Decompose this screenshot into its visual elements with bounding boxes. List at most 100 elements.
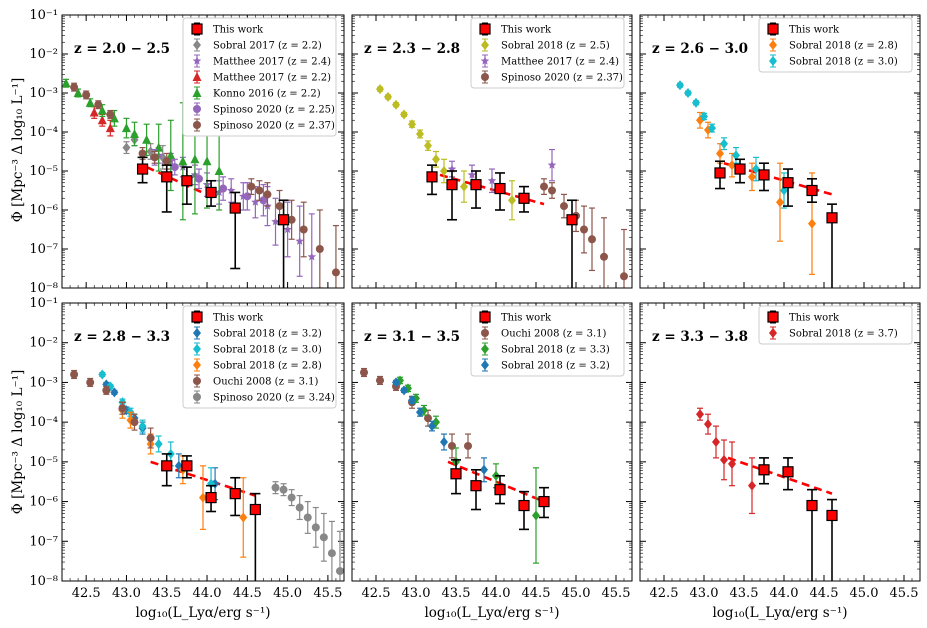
data-point: [684, 88, 692, 98]
legend-marker: [193, 377, 201, 385]
legend-marker: [769, 40, 777, 50]
legend-box: [758, 305, 913, 345]
data-point: [85, 97, 95, 107]
legend-marker: [769, 56, 777, 66]
legend-label: Sobral 2018 (z = 3.7): [789, 329, 898, 340]
x-tick-label: 44.0: [482, 586, 511, 601]
data-point: [447, 164, 457, 173]
series-this-work: [758, 457, 838, 581]
data-point: [758, 169, 770, 181]
data-point: [219, 184, 228, 193]
data-point: [580, 225, 588, 234]
data-point: [239, 191, 248, 200]
data-point: [464, 441, 472, 450]
panel-frame: [351, 302, 633, 582]
series-this-work: [426, 164, 578, 288]
data-point: [331, 268, 340, 277]
y-tick-label: 10⁻⁴: [29, 415, 58, 430]
data-layer: [70, 369, 344, 581]
panel-title: z = 3.3 − 3.8: [652, 329, 748, 345]
data-point: [138, 421, 147, 432]
data-point: [806, 499, 818, 512]
data-point: [82, 90, 91, 99]
panel-6: 42.5 43.0 43.5 44.0 44.5 45.0 45.5 z = 3.3 − 3.…: [639, 302, 921, 621]
data-point: [448, 441, 456, 450]
data-point: [335, 567, 344, 576]
panel-3: z = 2.6 − 3.0 This work Sobral 2018 (z = 2…: [639, 14, 921, 289]
series-sobral-2018-z-3-2-: [392, 377, 488, 483]
legend-marker: [192, 88, 202, 97]
legend-marker: [193, 393, 201, 401]
data-point: [416, 407, 424, 418]
y-tick-label: 10⁻⁷: [29, 534, 58, 549]
legend: This work Sobral 2017 (z = 2.2) Matthee 20…: [182, 17, 337, 137]
data-point: [259, 196, 268, 205]
data-point: [118, 404, 127, 413]
fit-line: [146, 165, 216, 200]
data-point: [748, 171, 756, 182]
data-point: [190, 154, 200, 164]
data-point: [98, 369, 107, 380]
legend-label: Matthee 2017 (z = 2.4): [501, 57, 619, 68]
legend-marker: [769, 328, 777, 338]
data-point: [806, 184, 818, 197]
panel-1: 10⁻⁸ 10⁻⁷ 10⁻⁶ 10⁻⁵ 10⁻⁴ 10⁻³ 10⁻² 10⁻¹ z = 2.0 …: [29, 8, 345, 296]
data-point: [263, 190, 272, 199]
panel-title: z = 2.0 − 2.5: [74, 41, 170, 57]
x-tick-label: 42.5: [650, 586, 679, 601]
data-point: [600, 252, 608, 261]
series-sobral-2018-z-2-8-: [118, 401, 248, 558]
data-point: [229, 488, 241, 500]
data-point: [782, 177, 794, 189]
data-point: [692, 97, 700, 108]
legend-marker: [767, 23, 779, 35]
data-point: [416, 128, 424, 139]
legend-label: Sobral 2018 (z = 3.2): [501, 361, 610, 372]
y-tick-label: 10⁻⁵: [29, 164, 58, 179]
panels: 10⁻⁸ 10⁻⁷ 10⁻⁶ 10⁻⁵ 10⁻⁴ 10⁻³ 10⁻² 10⁻¹ z = 2.0 …: [29, 8, 921, 621]
legend-label: Sobral 2018 (z = 2.8): [213, 361, 322, 372]
data-point: [776, 197, 784, 208]
legend-label: Sobral 2018 (z = 3.0): [213, 345, 322, 356]
panel-frame: [61, 302, 345, 582]
x-tick-label: 45.0: [562, 586, 591, 601]
data-point: [110, 387, 119, 398]
data-point: [327, 549, 336, 558]
data-point: [194, 174, 203, 183]
legend-label: Sobral 2018 (z = 3.2): [213, 329, 322, 340]
legend-label: Sobral 2018 (z = 3.0): [789, 57, 898, 68]
y-tick-label: 10⁻³: [29, 86, 58, 101]
panel-frame: [61, 14, 345, 289]
panel-2: z = 2.3 − 2.8 This work Sobral 2018 (z = 2…: [351, 14, 633, 289]
x-tick-label: 43.5: [442, 586, 471, 601]
data-point: [758, 464, 770, 476]
data-point: [752, 164, 760, 175]
x-ticks: 42.5 43.0 43.5 44.0 44.5 45.0 45.5: [647, 303, 918, 601]
data-point: [704, 419, 712, 430]
data-point: [392, 99, 400, 110]
x-axis-title: log₁₀(L_Lyα/erg s⁻¹): [712, 605, 847, 621]
panel-title: z = 3.1 − 3.5: [364, 329, 460, 345]
x-tick-label: 43.0: [402, 586, 431, 601]
data-point: [299, 225, 308, 234]
x-tick-label: 44.5: [522, 586, 551, 601]
legend-box: [470, 17, 625, 89]
legend-marker: [191, 23, 203, 35]
x-tick-label: 44.5: [233, 586, 262, 601]
data-point: [154, 438, 163, 449]
legend-label: Konno 2016 (z = 2.2): [213, 89, 321, 100]
data-point: [470, 179, 482, 191]
data-point: [408, 395, 416, 406]
x-tick-label: 45.5: [313, 586, 342, 601]
legend-label: Sobral 2018 (z = 3.3): [501, 345, 610, 356]
data-point: [732, 150, 740, 161]
data-point: [279, 485, 288, 494]
legend-marker: [193, 40, 201, 50]
data-point: [106, 110, 115, 119]
data-point: [130, 128, 140, 138]
series-sobral-2018-z-3-3-: [396, 375, 540, 564]
data-point: [199, 492, 207, 503]
data-point: [408, 119, 416, 130]
y-tick-label: 10⁻⁸: [29, 574, 58, 589]
data-point: [384, 91, 392, 102]
